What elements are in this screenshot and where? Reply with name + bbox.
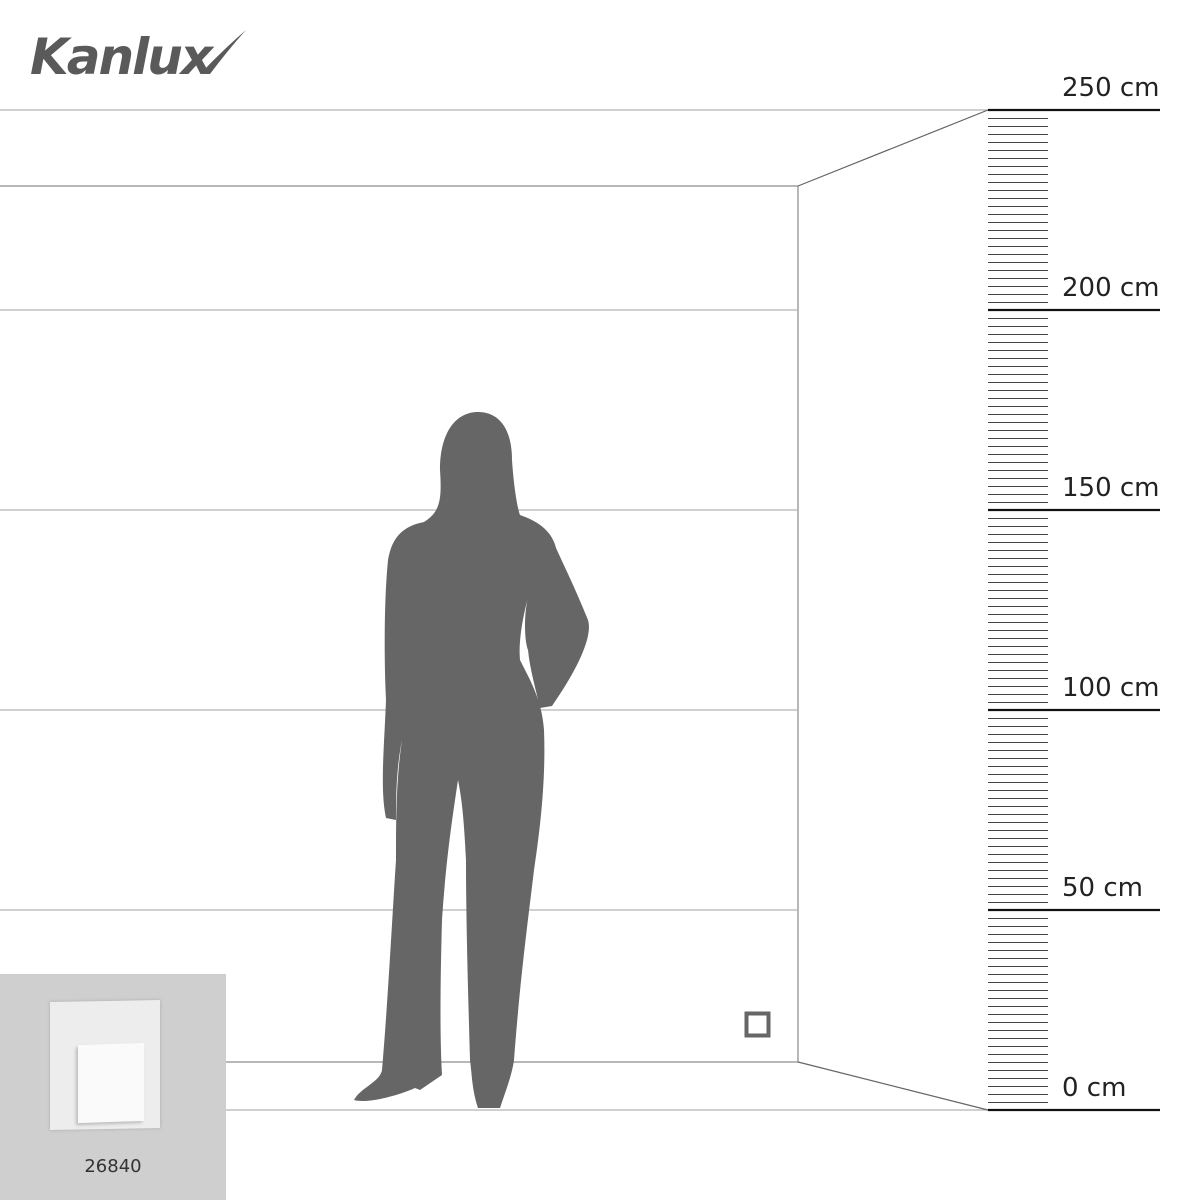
perspective-top bbox=[797, 109, 989, 187]
kanlux-logo: Kanlux bbox=[30, 28, 213, 86]
logo-swoosh-icon bbox=[202, 30, 246, 74]
product-thumbnail bbox=[0, 974, 226, 1200]
woman-silhouette bbox=[354, 412, 589, 1108]
scale-label: 100 cm bbox=[1062, 673, 1160, 703]
perspective-bottom bbox=[797, 1061, 989, 1111]
product-marker bbox=[744, 1011, 771, 1038]
product-code: 26840 bbox=[84, 1156, 142, 1177]
product-face bbox=[78, 1042, 144, 1124]
scale-label: 50 cm bbox=[1062, 873, 1143, 903]
scale-label: 250 cm bbox=[1062, 73, 1160, 103]
scale-label: 150 cm bbox=[1062, 473, 1160, 503]
scale-label: 200 cm bbox=[1062, 273, 1160, 303]
scale-label: 0 cm bbox=[1062, 1073, 1126, 1103]
